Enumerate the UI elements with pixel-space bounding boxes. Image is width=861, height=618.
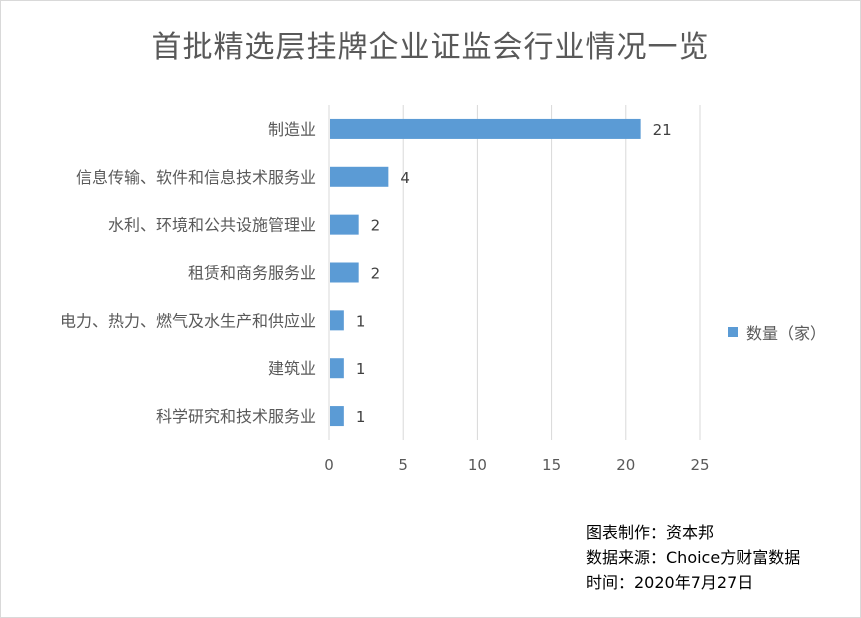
category-label: 科学研究和技术服务业 — [156, 407, 316, 426]
category-label: 租赁和商务服务业 — [188, 264, 316, 283]
data-label: 1 — [356, 312, 366, 330]
data-label: 21 — [653, 121, 672, 139]
x-tick-label: 10 — [468, 456, 487, 474]
x-tick-label: 15 — [542, 456, 561, 474]
category-label: 信息传输、软件和信息技术服务业 — [76, 168, 316, 187]
legend-swatch — [728, 327, 738, 337]
bar — [330, 310, 344, 331]
data-label: 1 — [356, 360, 366, 378]
date-note: 时间：2020年7月27日 — [586, 573, 754, 592]
category-label: 建筑业 — [268, 359, 316, 378]
bar — [330, 358, 344, 379]
bar — [330, 214, 359, 235]
x-tick-label: 0 — [324, 456, 334, 474]
bar — [330, 118, 641, 139]
category-label: 制造业 — [268, 120, 316, 139]
legend: 数量（家） — [728, 320, 826, 344]
data-label: 2 — [371, 217, 381, 235]
chart-title: 首批精选层挂牌企业证监会行业情况一览 — [151, 30, 710, 65]
chart-maker-note: 图表制作：资本邦 — [586, 523, 715, 542]
data-source-note: 数据来源：Choice方财富数据 — [586, 548, 801, 567]
x-tick-label: 20 — [616, 456, 635, 474]
x-tick-label: 5 — [398, 456, 408, 474]
data-label: 1 — [356, 408, 366, 426]
x-tick-label: 25 — [690, 456, 709, 474]
source-notes: 图表制作：资本邦 数据来源：Choice方财富数据 时间：2020年7月27日 — [586, 520, 800, 595]
category-label: 水利、环境和公共设施管理业 — [108, 216, 316, 235]
bar — [330, 406, 344, 427]
category-label: 电力、热力、燃气及水生产和供应业 — [60, 311, 316, 330]
data-label: 4 — [400, 169, 410, 187]
bar — [330, 262, 359, 283]
bar — [330, 166, 389, 187]
data-label: 2 — [371, 265, 381, 283]
legend-label: 数量（家） — [746, 324, 827, 343]
